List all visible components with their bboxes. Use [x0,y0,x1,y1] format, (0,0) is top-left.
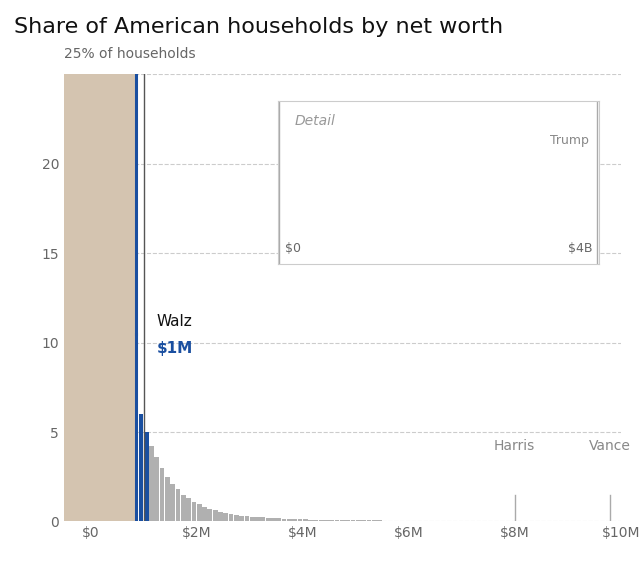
Bar [138,414,143,521]
Bar [340,520,345,521]
Bar [244,516,250,521]
Bar [223,513,228,521]
Bar [388,520,392,521]
Bar [393,520,398,521]
Bar [356,520,361,521]
Bar [234,515,239,521]
Bar [80,500,85,521]
Bar [351,520,355,521]
Bar [207,509,212,521]
Bar [239,516,244,521]
Bar [202,507,207,521]
Bar [298,519,302,521]
Bar [414,520,419,521]
Polygon shape [61,0,136,573]
Bar [276,519,281,521]
Bar [324,520,329,521]
Bar [181,494,186,521]
Bar [255,517,260,521]
Bar [64,516,69,521]
Bar [330,520,334,521]
Bar [149,446,154,521]
Bar [197,504,202,521]
Text: Harris: Harris [494,439,536,453]
Bar [314,520,318,521]
Bar [212,510,218,521]
Bar [144,432,148,521]
Bar [266,518,271,521]
Bar [112,405,116,521]
Text: $1M: $1M [157,340,193,355]
Bar [70,512,74,521]
Bar [260,517,265,521]
Bar [346,520,350,521]
Text: Share of American households by net worth: Share of American households by net wort… [14,17,503,37]
Bar [86,489,90,521]
Text: Vance: Vance [589,439,631,453]
Bar [372,520,376,521]
Bar [308,520,313,521]
Bar [271,518,276,521]
Bar [117,370,122,521]
Bar [101,450,106,521]
Bar [335,520,339,521]
Bar [175,489,180,521]
Bar [404,520,408,521]
Bar [160,468,164,521]
Bar [377,520,382,521]
Bar [228,514,234,521]
Bar [398,520,403,521]
Bar [128,360,132,521]
Bar [191,502,196,521]
Bar [319,520,324,521]
Bar [361,520,366,521]
Bar [367,520,371,521]
Bar [91,477,95,521]
Bar [154,457,159,521]
Bar [287,519,292,521]
Bar [383,520,387,521]
Text: 25% of households: 25% of households [64,47,196,61]
Bar [409,520,413,521]
Text: Walz: Walz [157,313,193,329]
Bar [133,387,138,521]
Bar [75,507,79,521]
Bar [96,464,101,521]
Bar [303,520,308,521]
Bar [186,498,191,521]
Bar [165,477,170,521]
Bar [218,512,223,521]
Bar [123,119,127,521]
Bar [282,519,287,521]
Bar [107,429,111,521]
Bar [292,519,297,521]
Bar [170,484,175,521]
Bar [250,517,255,521]
